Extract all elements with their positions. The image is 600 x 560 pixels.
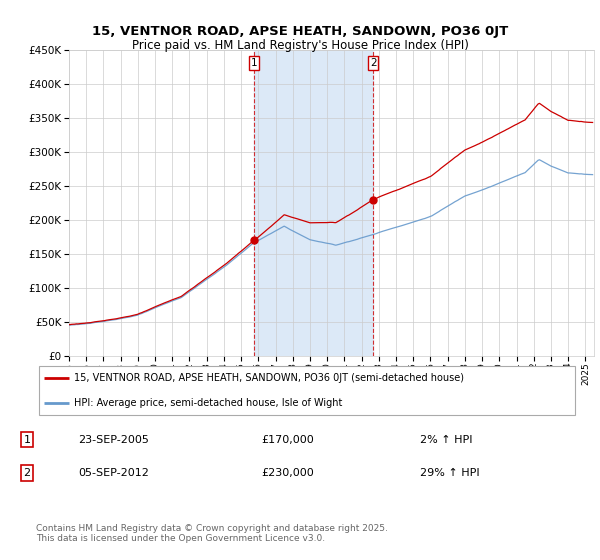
Text: £230,000: £230,000	[262, 468, 314, 478]
Text: Contains HM Land Registry data © Crown copyright and database right 2025.
This d: Contains HM Land Registry data © Crown c…	[36, 524, 388, 543]
Text: 15, VENTNOR ROAD, APSE HEATH, SANDOWN, PO36 0JT: 15, VENTNOR ROAD, APSE HEATH, SANDOWN, P…	[92, 25, 508, 38]
FancyBboxPatch shape	[39, 366, 575, 415]
Text: HPI: Average price, semi-detached house, Isle of Wight: HPI: Average price, semi-detached house,…	[74, 398, 343, 408]
Text: 23-SEP-2005: 23-SEP-2005	[78, 435, 149, 445]
Text: 29% ↑ HPI: 29% ↑ HPI	[420, 468, 479, 478]
Text: 2% ↑ HPI: 2% ↑ HPI	[420, 435, 473, 445]
Text: £170,000: £170,000	[262, 435, 314, 445]
Text: 15, VENTNOR ROAD, APSE HEATH, SANDOWN, PO36 0JT (semi-detached house): 15, VENTNOR ROAD, APSE HEATH, SANDOWN, P…	[74, 374, 464, 384]
Text: Price paid vs. HM Land Registry's House Price Index (HPI): Price paid vs. HM Land Registry's House …	[131, 39, 469, 52]
Bar	[254, 50, 373, 356]
Text: 2: 2	[23, 468, 31, 478]
Text: 05-SEP-2012: 05-SEP-2012	[78, 468, 149, 478]
Text: 2: 2	[370, 58, 377, 68]
Text: 1: 1	[23, 435, 31, 445]
Text: 1: 1	[250, 58, 257, 68]
